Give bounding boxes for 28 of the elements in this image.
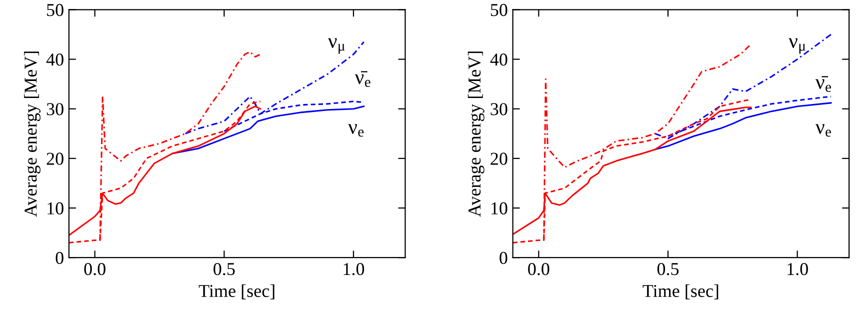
annotation: ν$_{μ}$: [788, 38, 806, 54]
y-tick-label: 10: [491, 202, 508, 214]
y-tick-label: 0: [56, 252, 64, 264]
annotation: ν$_{e}$: [348, 124, 364, 137]
y-tick-label: 50: [47, 4, 64, 16]
y-tick-label: 30: [46, 103, 64, 116]
x-tick-label: 0.0: [84, 262, 106, 276]
annotation: ν$_{μ}$: [328, 38, 345, 54]
y-tick-label: 40: [46, 54, 64, 66]
annotation: ν$_{e}$: [815, 124, 831, 137]
annotation: ν̄$_{e}$: [815, 76, 831, 92]
annotation: ν̄$_{e}$: [354, 71, 370, 87]
y-tick-label: 20: [46, 152, 64, 165]
y-axis-title: Average energy [MeV]: [24, 52, 40, 217]
x-axis-title: Time [sec]: [198, 284, 274, 300]
x-tick-label: 0.5: [657, 262, 679, 276]
x-tick-label: 0.5: [214, 262, 235, 276]
y-tick-label: 50: [490, 4, 508, 16]
y-tick-label: 10: [48, 202, 64, 214]
x-axis-title: Time [sec]: [642, 284, 718, 300]
y-tick-label: 20: [490, 152, 508, 165]
y-tick-label: 40: [490, 54, 508, 66]
x-tick-label: 1.0: [788, 262, 808, 276]
x-tick-label: 0.0: [528, 262, 550, 276]
y-axis-title: Average energy [MeV]: [468, 52, 484, 217]
y-tick-label: 0: [500, 252, 508, 264]
y-tick-label: 30: [490, 103, 508, 116]
x-tick-label: 1.0: [344, 262, 364, 276]
